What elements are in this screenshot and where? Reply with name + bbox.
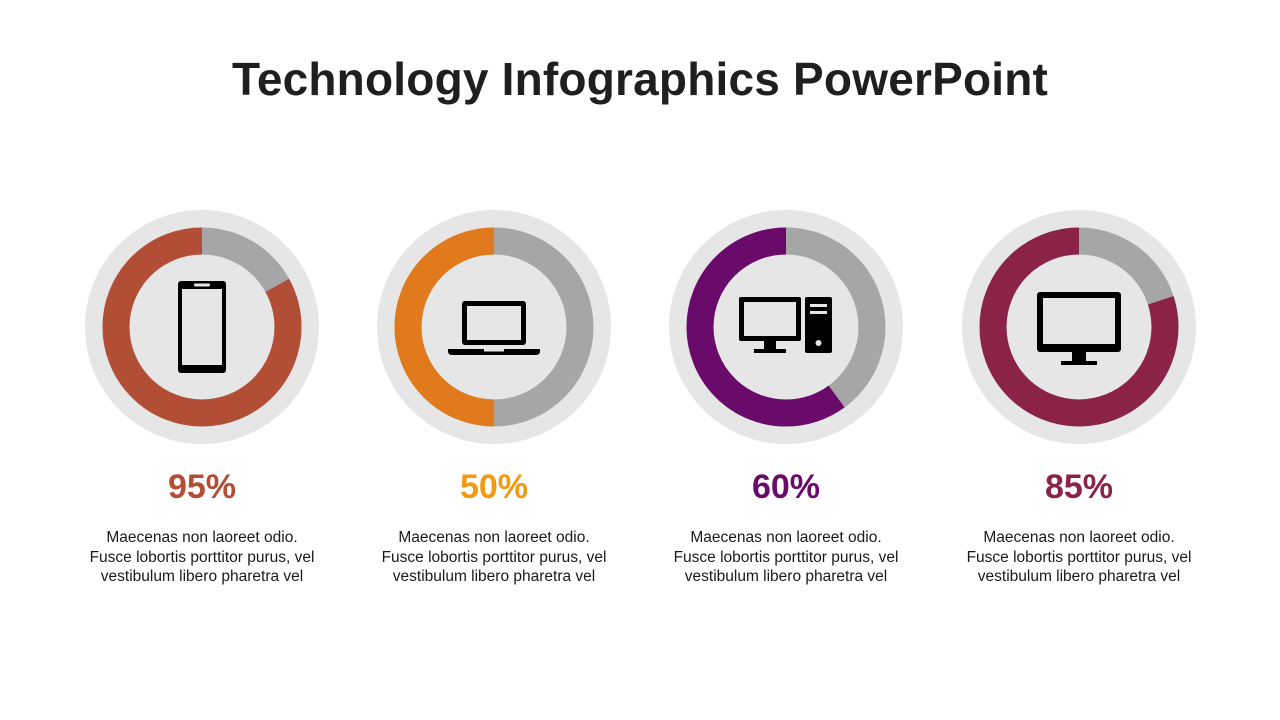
description-line: Maecenas non laoreet odio.	[690, 529, 882, 546]
description: Maecenas non laoreet odio. Fusce loborti…	[72, 528, 332, 587]
progress-ring	[85, 210, 319, 444]
description-line: Fusce lobortis porttitor purus, vel	[381, 548, 607, 566]
ring-progress-arc	[394, 227, 594, 427]
ring-progress-arc	[102, 227, 302, 427]
progress-ring	[669, 210, 903, 444]
description-line: Maecenas non laoreet odio.	[983, 529, 1175, 546]
percent-label: 85%	[1044, 468, 1114, 506]
ring-progress-arc	[686, 227, 886, 427]
description: Maecenas non laoreet odio. Fusce loborti…	[364, 528, 624, 587]
progress-ring	[962, 210, 1196, 444]
laptop-icon	[434, 267, 554, 387]
stat-card-laptop: 50% Maecenas non laoreet odio. Fusce lob…	[364, 210, 624, 610]
description-line: Fusce lobortis porttitor purus, vel	[673, 548, 899, 566]
description: Maecenas non laoreet odio. Fusce loborti…	[949, 528, 1209, 587]
desktop-computer-icon	[726, 267, 846, 387]
description-line: vestibulum libero pharetra vel	[684, 568, 888, 585]
description: Maecenas non laoreet odio. Fusce loborti…	[656, 528, 916, 587]
monitor-icon	[1019, 267, 1139, 387]
slide-title: Technology Infographics PowerPoint	[231, 53, 1049, 105]
stat-card-monitor: 85% Maecenas non laoreet odio. Fusce lob…	[949, 210, 1209, 610]
percent-label: 60%	[751, 468, 821, 506]
description-line: Maecenas non laoreet odio.	[106, 529, 298, 546]
percent-label: 95%	[167, 468, 237, 506]
percent-label: 50%	[459, 468, 529, 506]
description-line: Maecenas non laoreet odio.	[398, 529, 590, 546]
ring-progress-arc	[979, 227, 1179, 427]
description-line: Fusce lobortis porttitor purus, vel	[89, 548, 315, 566]
stat-card-smartphone: 95% Maecenas non laoreet odio. Fusce lob…	[72, 210, 332, 610]
progress-ring	[377, 210, 611, 444]
smartphone-icon	[142, 267, 262, 387]
description-line: Fusce lobortis porttitor purus, vel	[966, 548, 1192, 566]
description-line: vestibulum libero pharetra vel	[977, 568, 1181, 585]
stat-card-desktop: 60% Maecenas non laoreet odio. Fusce lob…	[656, 210, 916, 610]
description-line: vestibulum libero pharetra vel	[392, 568, 596, 585]
description-line: vestibulum libero pharetra vel	[100, 568, 304, 585]
